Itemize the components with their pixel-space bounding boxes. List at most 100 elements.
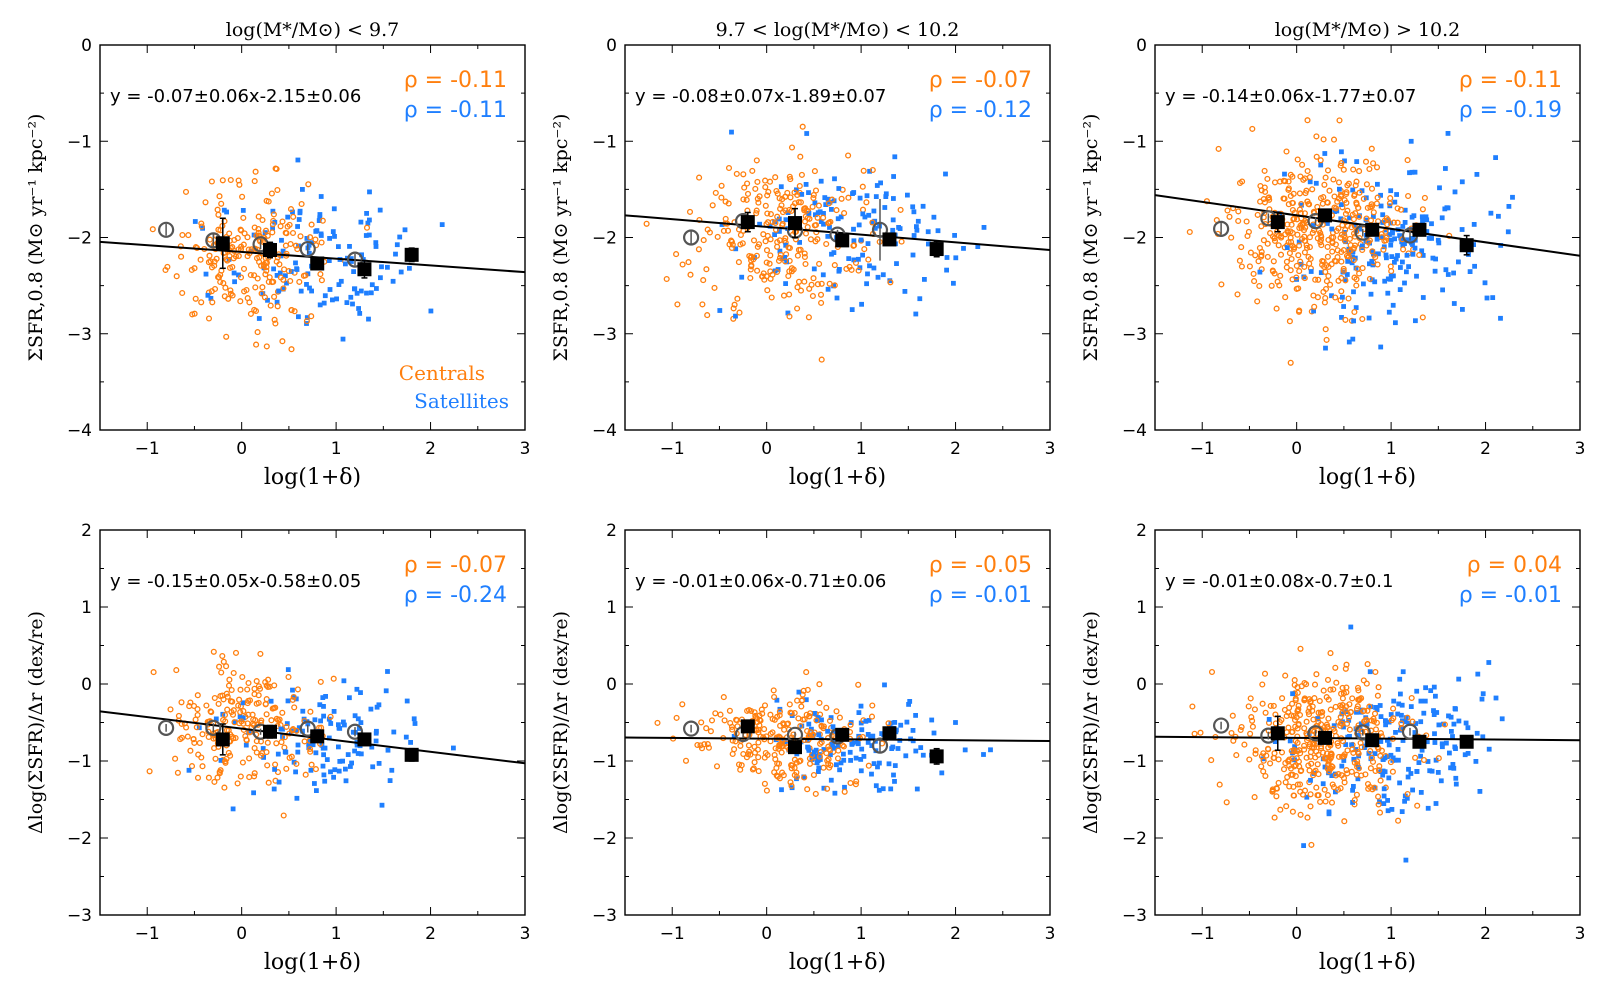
central-point: [264, 762, 271, 769]
satellite-point: [1462, 752, 1468, 758]
central-point: [687, 271, 694, 278]
central-point: [752, 185, 759, 192]
satellite-point: [1400, 259, 1405, 265]
satellite-point: [282, 749, 288, 755]
central-point: [1320, 258, 1327, 265]
satellite-point: [352, 713, 358, 719]
satellite-point: [832, 176, 837, 182]
central-point: [1326, 768, 1333, 775]
central-point: [845, 152, 852, 159]
satellite-point: [1390, 755, 1396, 761]
satellite-point: [832, 790, 838, 796]
central-point: [774, 773, 781, 780]
satellite-point: [1440, 744, 1445, 750]
central-point: [740, 171, 747, 178]
satellite-point: [1456, 676, 1462, 682]
satellite-point: [1304, 794, 1310, 800]
central-point: [855, 681, 862, 688]
satellite-point: [1496, 213, 1501, 219]
central-point: [1325, 761, 1332, 768]
satellite-point: [1414, 769, 1420, 774]
central-point: [1343, 189, 1350, 196]
central-point: [286, 754, 293, 761]
satellite-point: [975, 244, 981, 249]
satellite-point: [317, 702, 323, 708]
satellite-point: [931, 730, 937, 736]
satellite-point: [1510, 194, 1515, 200]
central-point: [777, 251, 784, 258]
central-point: [1333, 679, 1340, 686]
central-point: [210, 648, 217, 655]
satellite-point: [1388, 752, 1394, 758]
satellite-point: [1388, 220, 1394, 226]
central-point: [1335, 225, 1342, 232]
central-point: [1230, 737, 1237, 744]
central-point: [1310, 716, 1317, 723]
central-point: [1307, 698, 1314, 705]
satellite-point: [322, 293, 328, 299]
central-point: [810, 194, 817, 202]
satellite-point: [1424, 217, 1430, 223]
satellite-point: [914, 227, 920, 233]
y-tick-label: −2: [67, 829, 92, 849]
central-point: [729, 241, 736, 248]
central-point: [208, 264, 216, 271]
central-point: [220, 716, 227, 724]
satellite-point: [1419, 214, 1425, 220]
central-point: [898, 238, 905, 245]
central-point: [764, 287, 771, 294]
central-point: [1293, 274, 1300, 281]
central-point: [771, 693, 778, 701]
central-point: [829, 196, 836, 203]
central-point: [227, 176, 234, 184]
satellite-point: [398, 269, 404, 275]
satellite-point: [1311, 308, 1316, 314]
central-point: [707, 728, 714, 735]
satellite-point: [822, 195, 828, 200]
x-tick-label: 1: [1386, 439, 1397, 459]
central-point: [1291, 748, 1298, 755]
satellite-point: [1493, 155, 1498, 160]
central-point: [271, 293, 278, 300]
central-point: [726, 241, 733, 248]
central-point: [1326, 187, 1333, 194]
central-point: [1261, 670, 1269, 677]
satellite-point: [385, 264, 390, 270]
satellite-point: [1364, 721, 1370, 727]
satellite-point: [1430, 255, 1436, 261]
satellite-point: [1420, 218, 1425, 224]
satellite-point: [1386, 775, 1392, 781]
central-point: [243, 286, 250, 294]
central-point: [753, 210, 760, 217]
satellite-point: [336, 768, 342, 774]
central-point: [1292, 697, 1299, 704]
satellite-point: [1408, 771, 1414, 776]
satellite-point: [1431, 712, 1437, 717]
central-point: [1349, 746, 1356, 753]
central-point: [730, 305, 737, 312]
satellite-point: [350, 301, 355, 307]
central-point: [1304, 814, 1311, 821]
central-point: [868, 713, 876, 720]
satellite-point: [336, 744, 341, 750]
central-point: [755, 729, 762, 736]
satellite-point: [860, 211, 866, 217]
central-point: [728, 723, 736, 730]
satellite-point: [265, 297, 270, 303]
satellite-point: [817, 209, 823, 215]
satellite-point: [981, 752, 986, 757]
satellite-point: [1348, 624, 1354, 630]
satellite-point: [828, 715, 834, 720]
central-point: [208, 709, 215, 716]
central-point: [761, 726, 768, 733]
satellite-point: [797, 240, 802, 245]
satellite-point: [818, 178, 824, 184]
satellite-point: [1471, 222, 1477, 227]
central-point: [1359, 315, 1366, 323]
central-point: [825, 200, 832, 207]
x-tick-label: −1: [135, 924, 160, 944]
central-point: [1338, 160, 1345, 167]
central-point: [861, 246, 868, 253]
satellite-point: [834, 762, 839, 768]
central-point: [1353, 199, 1360, 206]
